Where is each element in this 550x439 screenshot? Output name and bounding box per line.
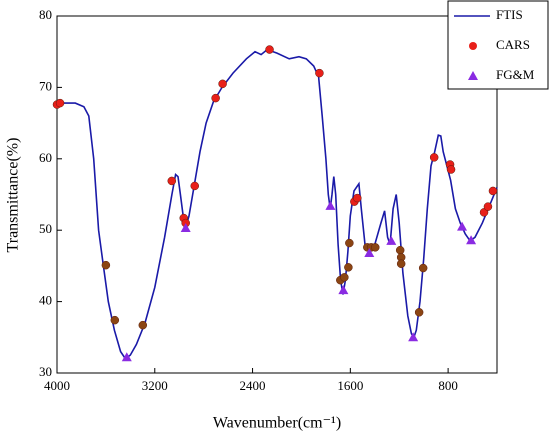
fgm-point [457,221,468,231]
fgm-point [386,235,397,245]
cars-point [395,245,405,255]
fgm-point [121,352,132,362]
y-axis-label: Transmittance(%) [5,138,22,253]
cars-point [211,93,220,103]
x-tick-label: 2400 [240,378,266,393]
x-tick-label: 800 [438,378,458,393]
legend-label: FTIS [496,7,523,22]
fgm-point [325,200,336,210]
cars-point [353,193,362,203]
y-tick-label: 50 [39,221,52,236]
cars-point [429,153,439,162]
cars-point [110,315,120,325]
cars-point [218,79,227,89]
cars-point [190,181,199,191]
cars-point [340,273,349,282]
fgm-point [338,285,349,295]
x-tick-label: 4000 [44,378,70,393]
y-tick-label: 30 [39,364,52,379]
cars-point [446,165,456,174]
cars-point [483,202,493,211]
cars-point [167,176,177,186]
cars-point [315,68,324,78]
y-tick-label: 60 [39,150,52,165]
cars-point [101,260,111,270]
fgm-point [466,235,477,245]
fgm-point [408,332,419,342]
cars-point [418,263,428,273]
cars-point [414,308,424,317]
legend-circle [469,42,477,50]
cars-point [488,186,498,196]
y-tick-label: 40 [39,293,52,308]
cars-point [371,243,380,252]
x-tick-label: 1600 [337,378,363,393]
cars-point [55,98,65,108]
plot-frame [56,15,498,374]
cars-point [138,320,148,330]
spectrum-line [56,48,498,360]
x-axis-label: Wavenumber(cm⁻¹) [213,415,341,432]
y-tick-label: 80 [39,7,52,22]
cars-point [345,238,354,248]
cars-point [396,259,406,269]
cars-point [265,45,274,54]
legend-label: CARS [496,37,530,52]
fgm-point [364,248,375,258]
legend-label: FG&M [496,67,535,82]
cars-point [344,263,353,272]
y-tick-label: 70 [39,78,52,93]
fgm-point [180,223,191,233]
legend-triangle [468,71,478,80]
x-tick-label: 3200 [142,378,168,393]
